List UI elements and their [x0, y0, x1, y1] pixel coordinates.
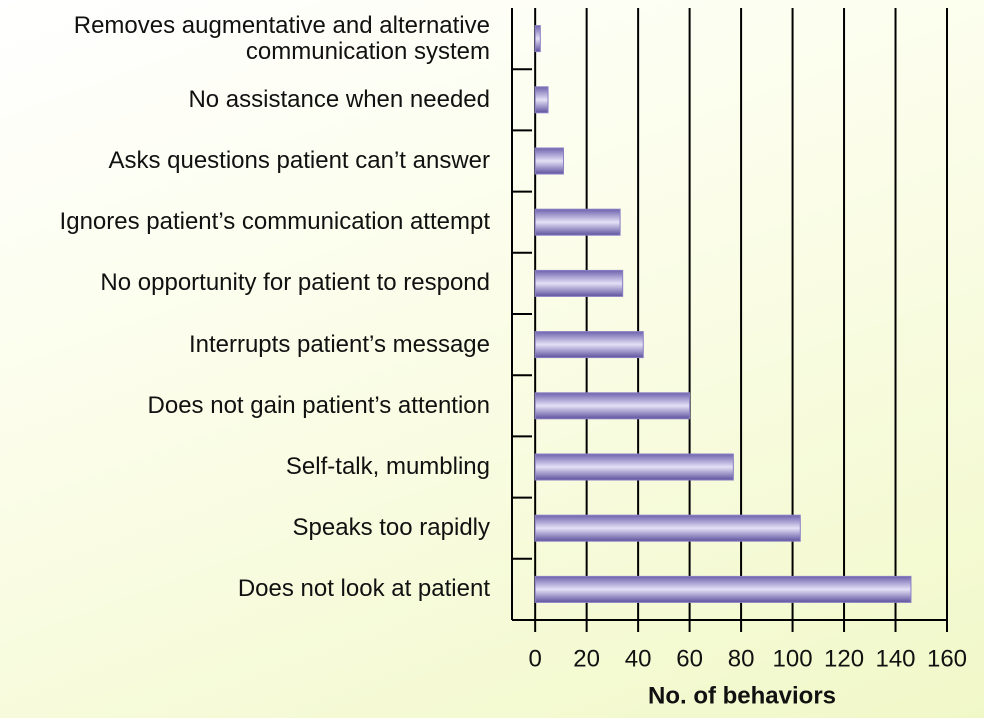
bar [534, 147, 564, 175]
x-tick-label: 20 [573, 645, 600, 672]
y-tick-label: Interrupts patient’s message [188, 330, 490, 358]
x-tick-label: 140 [875, 645, 915, 672]
bar [534, 331, 644, 359]
bar [534, 208, 621, 236]
x-tick-label: 100 [773, 645, 813, 672]
bar [534, 392, 691, 420]
bar [534, 86, 549, 114]
y-tick-label: Removes augmentative and alternative com… [73, 11, 490, 65]
x-tick-label: 0 [528, 645, 541, 672]
bar [534, 514, 801, 542]
y-tick-label: No opportunity for patient to respond [100, 269, 490, 297]
bar [534, 453, 734, 481]
bar [534, 269, 624, 297]
x-tick-label: 120 [824, 645, 864, 672]
x-tick-label: 60 [676, 645, 703, 672]
x-tick-label: 80 [728, 645, 755, 672]
x-tick-label: 160 [927, 645, 967, 672]
x-axis-title: No. of behaviors [648, 682, 836, 709]
y-tick-label: Does not look at patient [237, 575, 490, 603]
y-tick-label: Ignores patient’s communication attempt [59, 208, 490, 236]
x-tick-label: 40 [625, 645, 652, 672]
y-tick-label: Self-talk, mumbling [285, 453, 490, 480]
bar [534, 575, 912, 603]
y-tick-label: No assistance when needed [188, 85, 490, 113]
y-tick-label: Asks questions patient can’t answer [108, 147, 490, 174]
bar [534, 25, 541, 53]
y-tick-label: Speaks too rapidly [292, 514, 490, 542]
y-tick-label: Does not gain patient’s attention [147, 391, 490, 419]
